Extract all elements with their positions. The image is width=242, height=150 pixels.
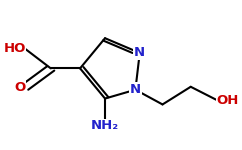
Text: NH₂: NH₂ xyxy=(91,119,119,132)
Text: HO: HO xyxy=(3,42,26,55)
Text: N: N xyxy=(134,46,145,59)
Text: N: N xyxy=(130,83,141,96)
Text: OH: OH xyxy=(217,94,239,106)
Text: O: O xyxy=(15,81,26,94)
